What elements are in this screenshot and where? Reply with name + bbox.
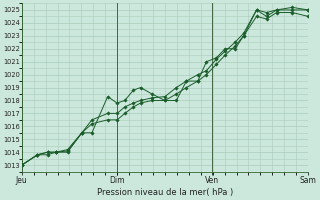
X-axis label: Pression niveau de la mer( hPa ): Pression niveau de la mer( hPa ) [97,188,233,197]
